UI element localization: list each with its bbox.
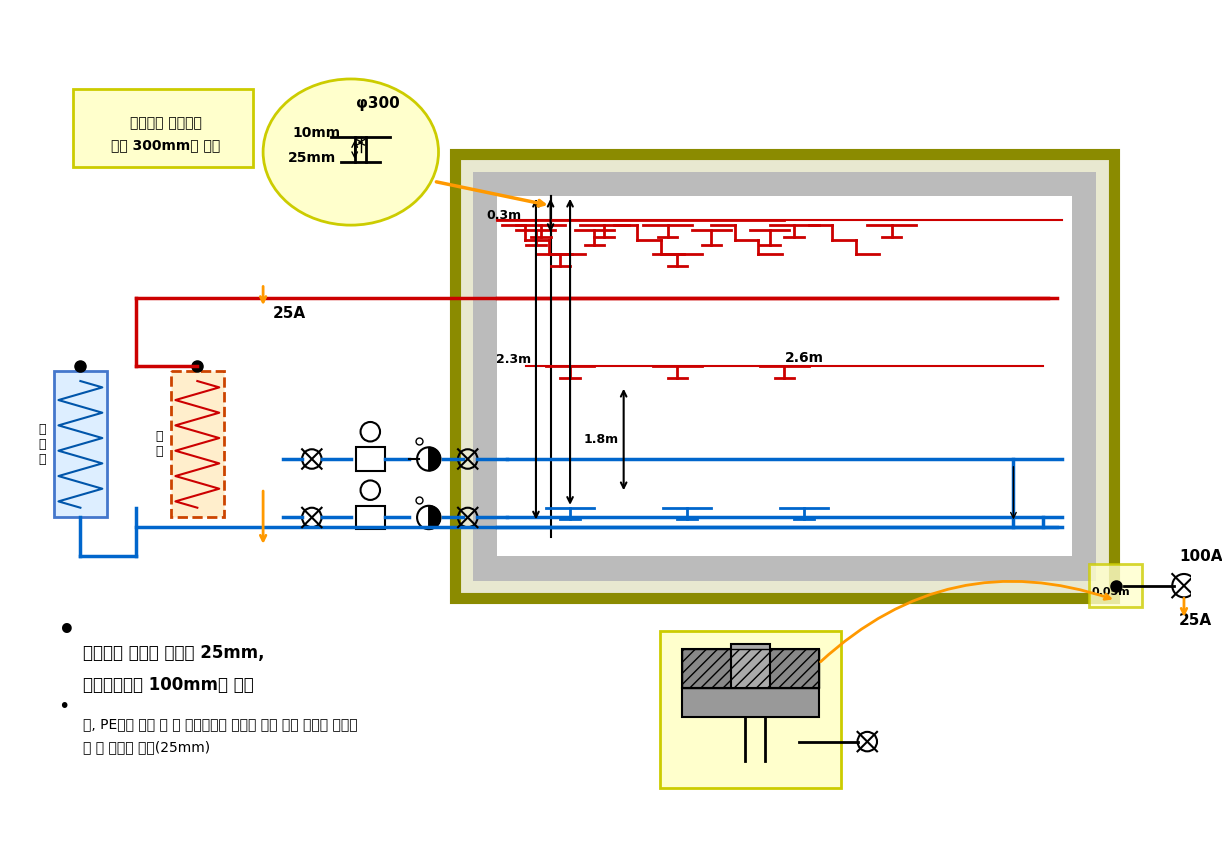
Text: 0.3m: 0.3m: [486, 209, 522, 222]
Text: •: •: [59, 697, 70, 717]
Text: 2.3m: 2.3m: [496, 353, 532, 365]
FancyBboxPatch shape: [660, 632, 841, 788]
FancyBboxPatch shape: [1090, 564, 1143, 607]
FancyBboxPatch shape: [455, 154, 1113, 599]
Text: 10mm: 10mm: [292, 126, 341, 141]
Bar: [682, 649, 819, 688]
FancyBboxPatch shape: [73, 88, 253, 167]
Bar: [54, 371, 108, 518]
Text: φ300: φ300: [356, 96, 400, 111]
Circle shape: [417, 506, 440, 529]
Text: 일반적인 배관의 관경은 25mm,
드레인관경은 100mm로 제작: 일반적인 배관의 관경은 25mm, 드레인관경은 100mm로 제작: [83, 644, 264, 694]
Text: 25mm: 25mm: [287, 151, 336, 165]
Bar: [356, 506, 385, 529]
Text: 디퓨져는 원형으로: 디퓨져는 원형으로: [130, 116, 202, 130]
Text: 25A: 25A: [273, 306, 306, 321]
Bar: [473, 172, 1096, 581]
Text: 25A: 25A: [1179, 613, 1212, 627]
Bar: [682, 688, 819, 717]
Text: 2.6m: 2.6m: [785, 350, 824, 365]
Text: •: •: [59, 617, 76, 645]
Circle shape: [417, 447, 440, 471]
Ellipse shape: [263, 79, 439, 225]
Bar: [497, 196, 1072, 557]
Text: 지름 300mm로 제작: 지름 300mm로 제작: [111, 138, 220, 152]
Text: 혹, PE에서 새는 물 및 콘크리트를 침투한 물을 탱크 내에서 드레인
할 수 있도록 제작(25mm): 혹, PE에서 새는 물 및 콘크리트를 침투한 물을 탱크 내에서 드레인 할…: [83, 717, 358, 754]
Bar: [171, 371, 224, 518]
Wedge shape: [429, 506, 440, 529]
Wedge shape: [429, 447, 440, 471]
Bar: [682, 649, 819, 688]
Bar: [731, 644, 770, 693]
Text: 히
터: 히 터: [155, 430, 163, 458]
Text: 1.8m: 1.8m: [584, 433, 618, 446]
Text: 방
열
기: 방 열 기: [38, 423, 45, 466]
Text: 100A: 100A: [1179, 549, 1222, 564]
Bar: [356, 447, 385, 471]
Text: 0.05m: 0.05m: [1091, 588, 1130, 598]
